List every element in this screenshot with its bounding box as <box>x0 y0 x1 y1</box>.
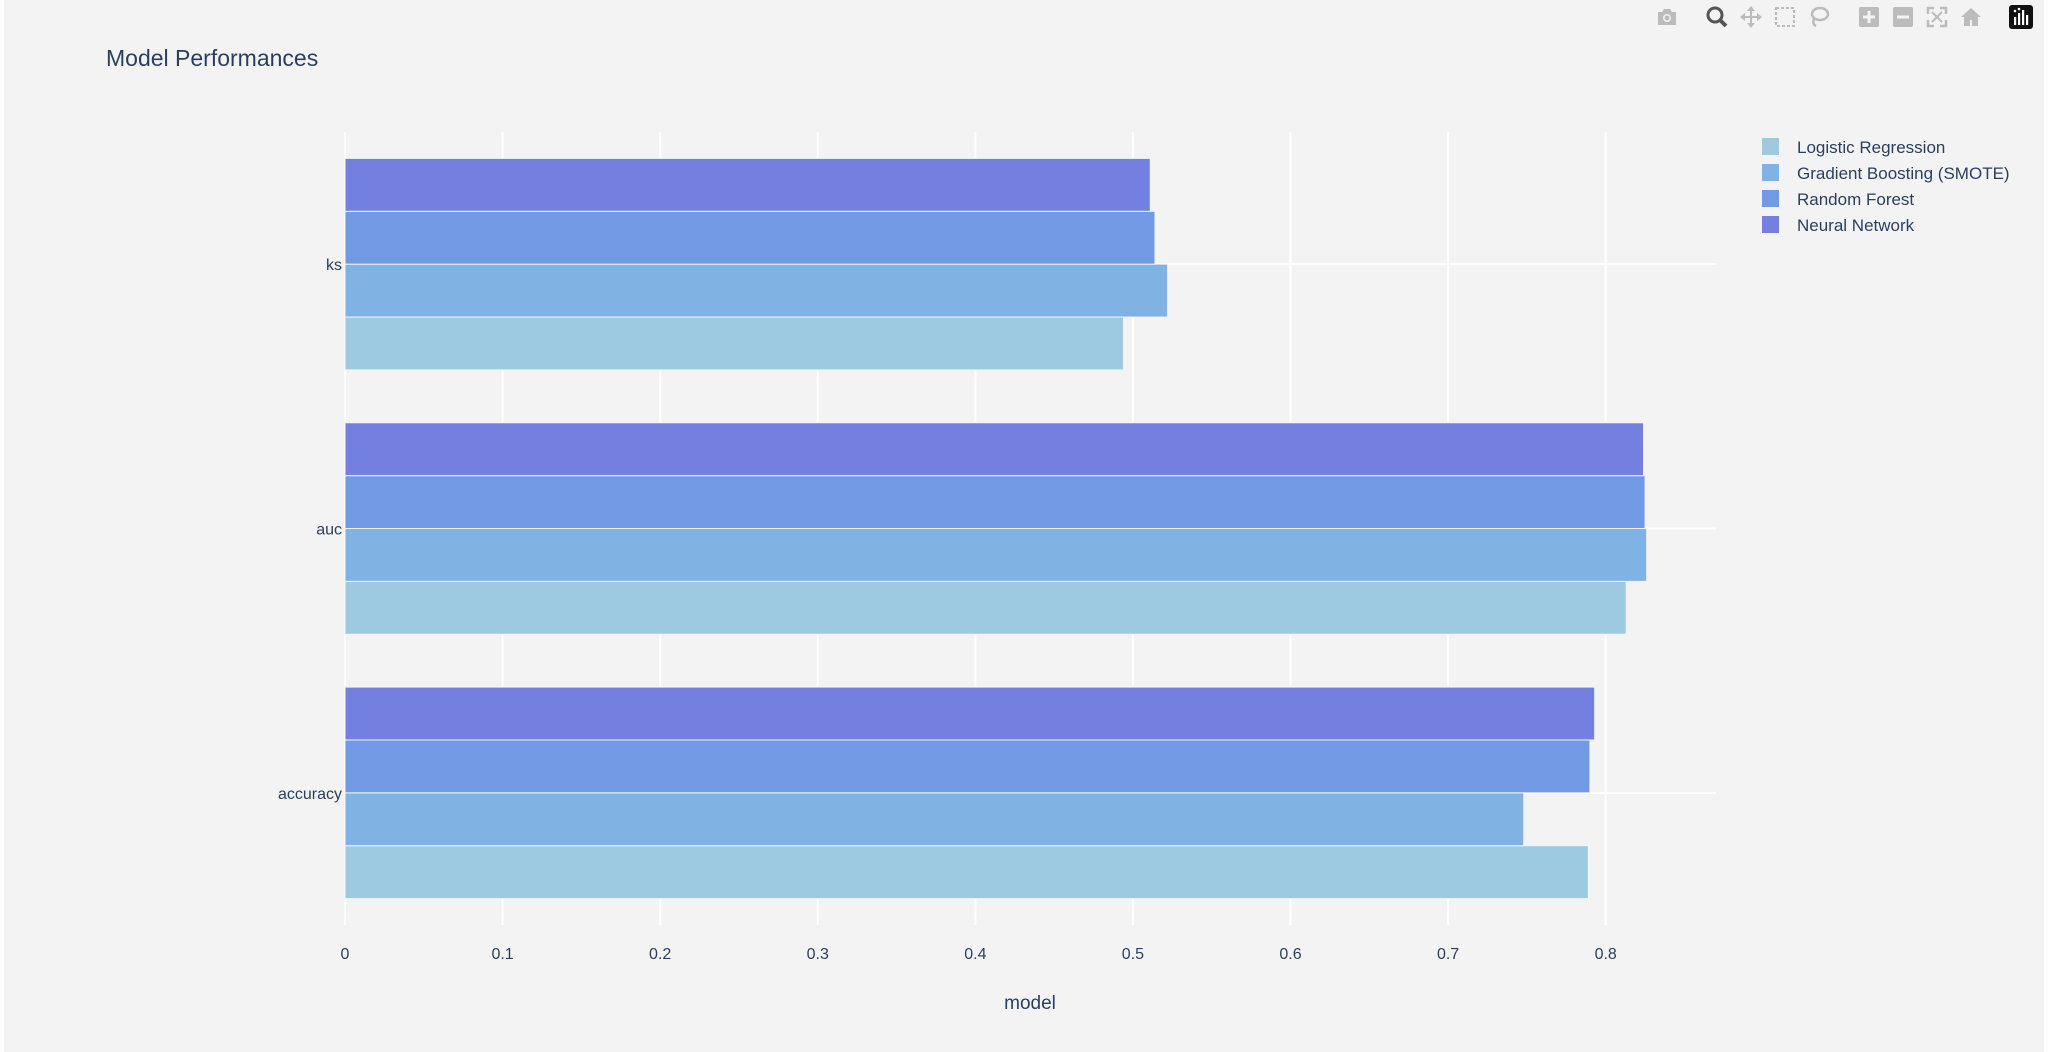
x-tick-label: 0.8 <box>1595 946 1617 963</box>
bar[interactable] <box>344 580 1627 635</box>
x-tick-label: 0.3 <box>807 946 829 963</box>
y-tick-label: auc <box>316 522 342 539</box>
legend-swatch[interactable] <box>1762 190 1779 207</box>
camera-icon[interactable] <box>1654 4 1680 30</box>
bar[interactable] <box>344 263 1169 318</box>
bars <box>344 157 1648 900</box>
legend-label[interactable]: Logistic Regression <box>1797 138 1945 157</box>
x-tick-label: 0.5 <box>1122 946 1144 963</box>
x-tick-label: 0.4 <box>964 946 986 963</box>
legend-label[interactable]: Gradient Boosting (SMOTE) <box>1797 164 2010 183</box>
bar[interactable] <box>344 528 1648 582</box>
zoom-icon[interactable] <box>1704 4 1730 30</box>
zoom-in-icon[interactable] <box>1856 4 1882 30</box>
bar[interactable] <box>344 686 1596 741</box>
bar[interactable] <box>344 210 1156 265</box>
x-tick-label: 0.7 <box>1437 946 1459 963</box>
axes: 0 0.1 0.2 0.3 0.4 0.5 0.6 0.7 0.8 ks auc accuracy <box>278 257 1617 963</box>
bar[interactable] <box>344 316 1124 371</box>
x-tick-label: 0.1 <box>491 946 513 963</box>
lasso-select-icon[interactable] <box>1806 4 1832 30</box>
modebar <box>1654 4 2034 30</box>
y-tick-label: accuracy <box>278 786 342 803</box>
x-tick-label: 0.2 <box>649 946 671 963</box>
legend-label[interactable]: Random Forest <box>1797 190 1914 209</box>
x-axis-title: model <box>1004 993 1056 1014</box>
bar[interactable] <box>344 739 1591 794</box>
legend-swatch[interactable] <box>1762 216 1779 233</box>
bar[interactable] <box>344 845 1589 900</box>
bar[interactable] <box>344 792 1525 847</box>
pan-icon[interactable] <box>1738 4 1764 30</box>
autoscale-icon[interactable] <box>1924 4 1950 30</box>
x-tick-label: 0.6 <box>1279 946 1301 963</box>
chart-title: Model Performances <box>106 45 318 71</box>
legend-swatch[interactable] <box>1762 164 1779 181</box>
legend: Logistic Regression Gradient Boosting (SM… <box>1762 138 2010 235</box>
bar[interactable] <box>344 157 1151 212</box>
legend-label[interactable]: Neural Network <box>1797 216 1915 235</box>
y-tick-label: ks <box>326 257 342 274</box>
bar[interactable] <box>344 422 1645 477</box>
plotly-logo-icon[interactable] <box>2008 4 2034 30</box>
bar[interactable] <box>344 475 1646 529</box>
reset-axes-icon[interactable] <box>1958 4 1984 30</box>
x-tick-label: 0 <box>341 946 350 963</box>
legend-swatch[interactable] <box>1762 138 1779 155</box>
box-select-icon[interactable] <box>1772 4 1798 30</box>
zoom-out-icon[interactable] <box>1890 4 1916 30</box>
